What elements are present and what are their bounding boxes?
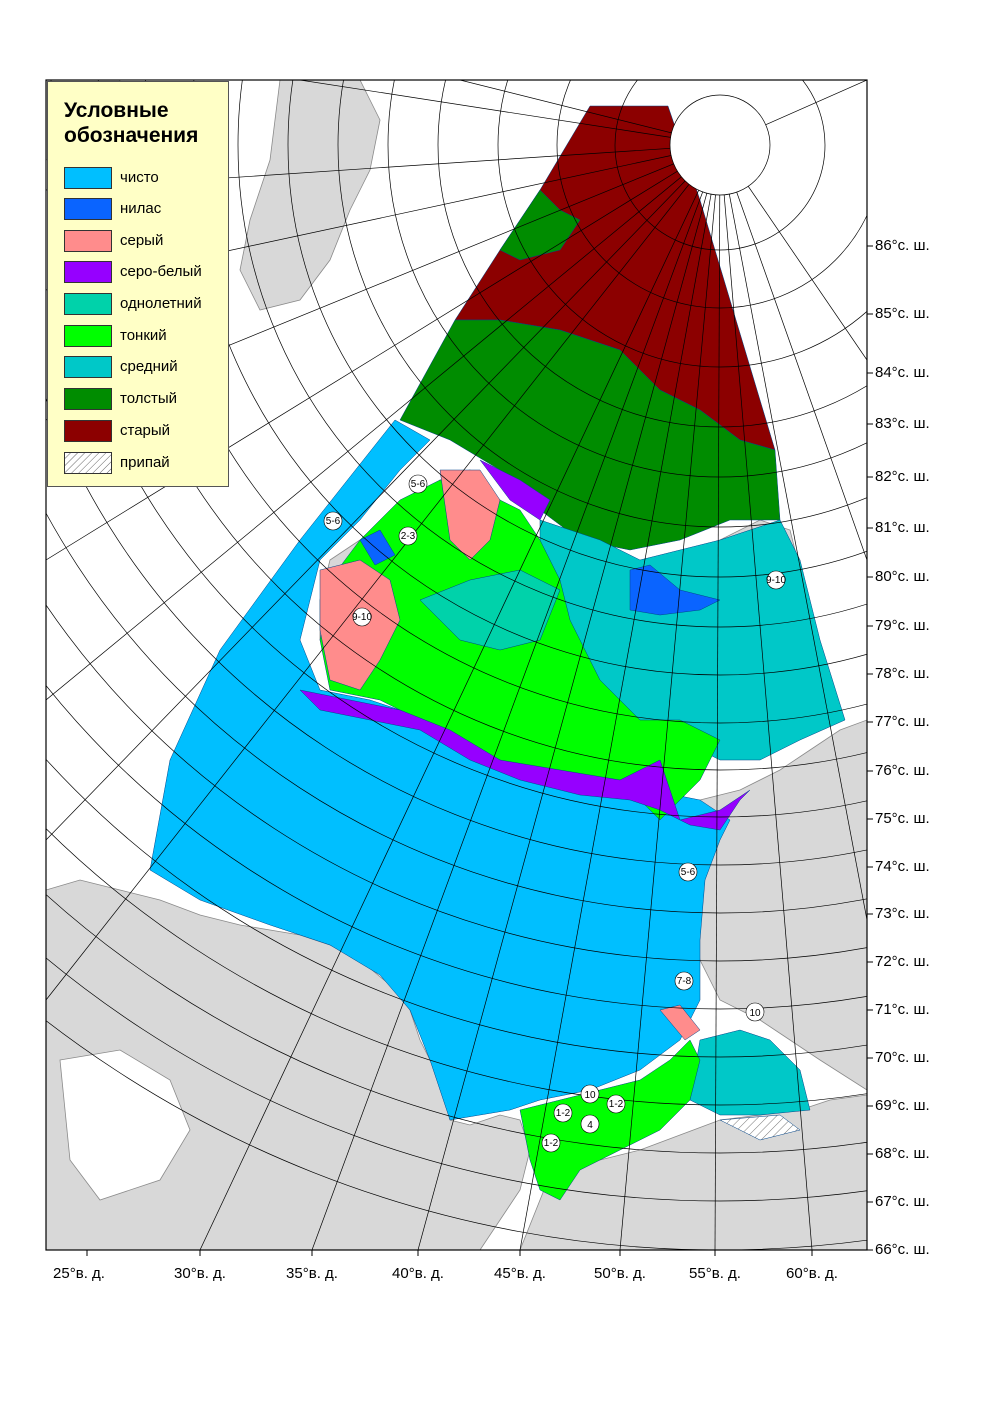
- lat-label: 72°с. ш.: [875, 953, 930, 970]
- lat-label: 79°с. ш.: [875, 617, 930, 634]
- lat-label: 70°с. ш.: [875, 1049, 930, 1066]
- map-frame: [45, 79, 868, 1251]
- legend-item-nilas: нилас: [64, 198, 224, 222]
- lon-label: 55°в. д.: [689, 1265, 741, 1282]
- lat-label: 80°с. ш.: [875, 568, 930, 585]
- legend-label: нилас: [120, 200, 162, 217]
- lat-label: 66°с. ш.: [875, 1241, 930, 1258]
- legend-swatch: [64, 167, 112, 189]
- lon-label: 35°в. д.: [286, 1265, 338, 1282]
- lat-label: 82°с. ш.: [875, 468, 930, 485]
- lat-label: 75°с. ш.: [875, 810, 930, 827]
- legend-label: толстый: [120, 390, 177, 407]
- legend-item-fast-ice: припай: [64, 452, 224, 476]
- legend-item-clear: чисто: [64, 167, 224, 191]
- conc-label: 5-6: [411, 479, 426, 490]
- lon-label: 60°в. д.: [786, 1265, 838, 1282]
- lat-label: 86°с. ш.: [875, 237, 930, 254]
- legend-panel: Условные обозначения чисто нилас серый с…: [47, 81, 229, 487]
- legend-swatch: [64, 198, 112, 220]
- lon-label: 25°в. д.: [53, 1265, 105, 1282]
- lat-label: 78°с. ш.: [875, 665, 930, 682]
- lon-label: 50°в. д.: [594, 1265, 646, 1282]
- conc-label: 10: [584, 1090, 596, 1101]
- legend-item-thin: тонкий: [64, 325, 224, 349]
- lat-label: 67°с. ш.: [875, 1193, 930, 1210]
- lat-label: 84°с. ш.: [875, 364, 930, 381]
- lon-label: 45°в. д.: [494, 1265, 546, 1282]
- conc-label: 9-10: [352, 612, 372, 623]
- legend-label: однолетний: [120, 295, 202, 312]
- legend-label: старый: [120, 422, 171, 439]
- conc-label: 5-6: [681, 867, 696, 878]
- lat-label: 68°с. ш.: [875, 1145, 930, 1162]
- legend-item-medium: средний: [64, 356, 224, 380]
- legend-label: средний: [120, 358, 178, 375]
- lat-label: 71°с. ш.: [875, 1001, 930, 1018]
- conc-label: 2-3: [401, 531, 416, 542]
- conc-label: 10: [749, 1008, 761, 1019]
- conc-label: 7-8: [677, 976, 692, 987]
- legend-swatch: [64, 230, 112, 252]
- legend-item-first-year: однолетний: [64, 293, 224, 317]
- lat-label: 77°с. ш.: [875, 713, 930, 730]
- legend-item-grey-white: серо-белый: [64, 261, 224, 285]
- legend-label: тонкий: [120, 327, 167, 344]
- legend-label: чисто: [120, 169, 159, 186]
- lat-label: 69°с. ш.: [875, 1097, 930, 1114]
- legend-swatch: [64, 261, 112, 283]
- legend-item-old: старый: [64, 420, 224, 444]
- concentration-labels: 5-6 5-6 2-3 9-10 9-10 5-6 7-8 10 10 1-2 …: [323, 474, 786, 1153]
- lon-label: 40°в. д.: [392, 1265, 444, 1282]
- legend-swatch: [64, 452, 112, 474]
- legend-swatch: [64, 420, 112, 442]
- tick-marks: [86, 245, 873, 1256]
- lat-label: 73°с. ш.: [875, 905, 930, 922]
- legend-swatch: [64, 356, 112, 378]
- lat-label: 74°с. ш.: [875, 858, 930, 875]
- legend-swatch: [64, 325, 112, 347]
- legend-swatch: [64, 388, 112, 410]
- lat-label: 81°с. ш.: [875, 519, 930, 536]
- conc-label: 4: [587, 1120, 593, 1131]
- legend-label: серо-белый: [120, 263, 202, 280]
- conc-label: 5-6: [326, 516, 341, 527]
- legend-item-thick: толстый: [64, 388, 224, 412]
- legend-item-grey: серый: [64, 230, 224, 254]
- conc-label: 1-2: [609, 1099, 624, 1110]
- legend-label: серый: [120, 232, 164, 249]
- legend-swatch: [64, 293, 112, 315]
- legend-label: припай: [120, 454, 170, 471]
- conc-label: 9-10: [766, 575, 786, 586]
- lat-label: 83°с. ш.: [875, 415, 930, 432]
- legend-title: Условные обозначения: [64, 99, 199, 147]
- conc-label: 1-2: [556, 1108, 571, 1119]
- lat-label: 85°с. ш.: [875, 305, 930, 322]
- lon-label: 30°в. д.: [174, 1265, 226, 1282]
- conc-label: 1-2: [544, 1138, 559, 1149]
- lat-label: 76°с. ш.: [875, 762, 930, 779]
